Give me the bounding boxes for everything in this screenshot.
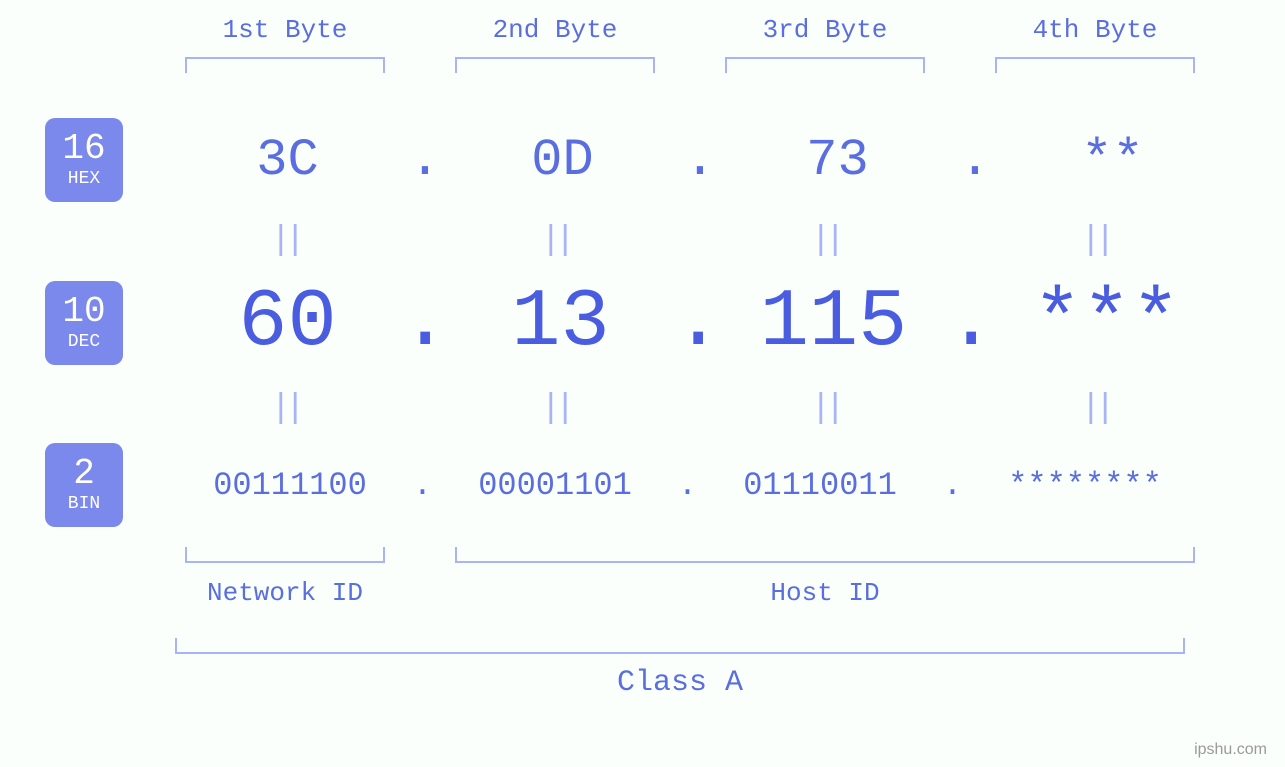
dec-byte-2: 13 xyxy=(448,276,673,369)
hex-byte-3: 73 xyxy=(725,131,950,190)
top-brackets xyxy=(175,57,1245,73)
bin-byte-2: 00001101 xyxy=(440,467,670,504)
dec-row: 10 DEC 60 . 13 . 115 . *** xyxy=(45,275,1245,370)
eq-2-3: || xyxy=(715,390,935,428)
bracket-top-2 xyxy=(455,57,655,73)
dec-badge-num: 10 xyxy=(62,294,105,330)
dec-byte-3: 115 xyxy=(721,276,946,369)
byte-headers-row: 1st Byte 2nd Byte 3rd Byte 4th Byte xyxy=(175,15,1245,45)
byte-header-1: 1st Byte xyxy=(175,15,395,45)
host-id-label: Host ID xyxy=(445,578,1205,608)
dec-byte-4: *** xyxy=(994,276,1219,369)
dec-sep-1: . xyxy=(400,275,448,370)
bin-byte-3: 01110011 xyxy=(705,467,935,504)
bin-badge: 2 BIN xyxy=(45,443,123,527)
hex-badge-num: 16 xyxy=(62,131,105,167)
class-bracket xyxy=(175,638,1185,654)
eq-2-1: || xyxy=(175,390,395,428)
byte-header-4: 4th Byte xyxy=(985,15,1205,45)
class-label: Class A xyxy=(175,666,1185,700)
bin-sep-1: . xyxy=(405,467,440,504)
network-id-label: Network ID xyxy=(175,578,395,608)
id-brackets xyxy=(175,547,1245,563)
eq-1-1: || xyxy=(175,222,395,260)
bin-byte-4: ******** xyxy=(970,467,1200,504)
hex-byte-1: 3C xyxy=(175,131,400,190)
eq-2-4: || xyxy=(985,390,1205,428)
bin-sep-3: . xyxy=(935,467,970,504)
hex-badge-txt: HEX xyxy=(68,169,100,189)
bin-row: 2 BIN 00111100 . 00001101 . 01110011 . *… xyxy=(45,443,1245,527)
hex-badge: 16 HEX xyxy=(45,118,123,202)
eq-1-3: || xyxy=(715,222,935,260)
hex-row: 16 HEX 3C . 0D . 73 . ** xyxy=(45,118,1245,202)
bin-badge-num: 2 xyxy=(73,456,95,492)
dec-badge: 10 DEC xyxy=(45,281,123,365)
eq-2-2: || xyxy=(445,390,665,428)
hex-sep-2: . xyxy=(675,130,725,191)
dec-sep-2: . xyxy=(673,275,721,370)
dec-sep-3: . xyxy=(946,275,994,370)
watermark: ipshu.com xyxy=(1194,741,1267,759)
host-id-bracket xyxy=(455,547,1195,563)
hex-byte-4: ** xyxy=(1000,131,1225,190)
hex-sep-1: . xyxy=(400,130,450,191)
bin-byte-1: 00111100 xyxy=(175,467,405,504)
ip-diagram: 1st Byte 2nd Byte 3rd Byte 4th Byte 16 H… xyxy=(45,15,1245,700)
bracket-top-4 xyxy=(995,57,1195,73)
eq-row-2: || || || || xyxy=(175,390,1245,428)
eq-row-1: || || || || xyxy=(175,222,1245,260)
bracket-top-3 xyxy=(725,57,925,73)
bin-badge-txt: BIN xyxy=(68,494,100,514)
hex-byte-2: 0D xyxy=(450,131,675,190)
hex-sep-3: . xyxy=(950,130,1000,191)
network-id-bracket xyxy=(185,547,385,563)
bracket-top-1 xyxy=(185,57,385,73)
byte-header-3: 3rd Byte xyxy=(715,15,935,45)
id-labels: Network ID Host ID xyxy=(175,578,1245,608)
eq-1-4: || xyxy=(985,222,1205,260)
bin-sep-2: . xyxy=(670,467,705,504)
dec-badge-txt: DEC xyxy=(68,332,100,352)
dec-byte-1: 60 xyxy=(175,276,400,369)
eq-1-2: || xyxy=(445,222,665,260)
byte-header-2: 2nd Byte xyxy=(445,15,665,45)
